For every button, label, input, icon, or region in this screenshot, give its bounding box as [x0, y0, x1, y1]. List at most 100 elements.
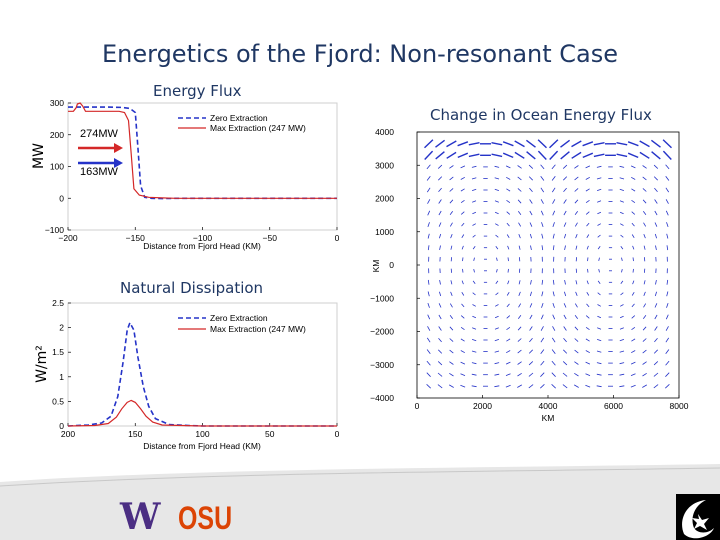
flux-vector	[643, 280, 646, 285]
energy-flux-xtick-label: −200	[58, 233, 77, 243]
flux-vector	[596, 165, 602, 168]
flux-vector	[551, 384, 556, 389]
flux-vector	[574, 326, 579, 331]
flux-vector	[437, 164, 443, 169]
flux-vector	[506, 199, 511, 204]
flux-vector	[448, 384, 454, 388]
flux-vector	[449, 361, 454, 365]
flux-vector	[551, 360, 556, 366]
dissipation-legend: Zero Extraction Max Extraction (247 MW)	[178, 313, 306, 334]
flux-vector	[666, 291, 669, 297]
ocean-flux-xlabel: KM	[542, 413, 555, 423]
flux-vector	[585, 326, 590, 331]
flux-vector	[642, 176, 647, 181]
flux-vector	[437, 372, 443, 377]
flux-vector	[662, 150, 672, 160]
dissipation-ytick-label: 0	[59, 421, 64, 431]
flux-vector	[502, 141, 514, 147]
flux-vector	[427, 314, 431, 320]
flux-vector	[585, 361, 591, 365]
flux-vector	[596, 385, 602, 388]
flux-vector	[585, 165, 591, 169]
flux-vector	[494, 315, 499, 319]
flux-vector	[506, 176, 511, 180]
energy-flux-ytick-label: 100	[50, 162, 64, 172]
flux-vector	[460, 176, 465, 180]
energy-flux-ytick-label: 200	[50, 130, 64, 140]
flux-vector	[471, 177, 477, 180]
flux-vector	[472, 304, 476, 307]
flux-vector	[494, 188, 500, 191]
flux-vector	[552, 210, 556, 216]
energy-flux-title: Energy Flux	[153, 82, 242, 100]
flux-vector	[426, 164, 431, 170]
flux-vector	[518, 222, 522, 227]
flux-vector	[593, 142, 605, 146]
flux-vector	[643, 291, 646, 296]
flux-vector	[517, 199, 522, 204]
flux-vector	[529, 187, 533, 193]
flux-vector	[631, 188, 636, 192]
ocean-flux-ytick-label: −2000	[370, 327, 394, 337]
flux-vector	[639, 151, 650, 159]
flux-vector	[427, 199, 431, 204]
flux-vector	[472, 200, 477, 203]
ocean-flux-xtick-label: 0	[415, 401, 420, 411]
flux-vector	[582, 141, 594, 147]
ocean-flux-ytick-label: 2000	[375, 194, 394, 204]
flux-vector	[655, 280, 657, 285]
flux-vector	[632, 245, 635, 250]
flux-vector	[642, 384, 648, 388]
flux-vector	[654, 222, 658, 227]
flux-vector	[438, 187, 442, 193]
flux-vector	[619, 200, 624, 203]
flux-vector	[460, 350, 465, 354]
energy-flux-ytick-label: 0	[59, 193, 64, 203]
dissipation-ytick-label: 2.5	[52, 298, 64, 308]
footer-band	[0, 464, 720, 540]
flux-vector	[631, 199, 636, 204]
flux-vector	[437, 384, 443, 389]
flux-vector	[494, 327, 499, 330]
seal-icon	[682, 500, 714, 539]
energy-flux-series-max-extraction	[68, 102, 337, 199]
flux-vector	[575, 291, 578, 296]
flux-vector	[665, 164, 670, 170]
dissipation-title: Natural Dissipation	[120, 279, 264, 297]
flux-vector	[552, 291, 555, 297]
flux-vector	[620, 292, 624, 296]
flux-vector	[666, 279, 669, 285]
flux-vector	[666, 222, 669, 228]
flux-vector	[574, 314, 579, 319]
flux-vector	[643, 303, 647, 308]
flux-vector	[460, 326, 465, 331]
flux-vector	[585, 373, 591, 376]
flux-vector	[632, 280, 635, 285]
flux-vector	[506, 326, 511, 331]
flux-vector	[518, 245, 521, 250]
flux-vector	[632, 268, 634, 273]
flux-vector	[574, 199, 579, 204]
flux-vector	[631, 338, 636, 342]
flux-vector	[620, 280, 624, 284]
energy-flux-ytick-label: 300	[50, 98, 64, 108]
dissipation-xtick-label: 0	[335, 429, 340, 439]
flux-vector	[596, 350, 602, 353]
flux-vector	[540, 164, 545, 170]
ocean-flux-plot: −4000 −3000 −2000 −1000 0 1000 2000 3000 4000 0 20…	[370, 127, 689, 423]
flux-vector	[653, 164, 659, 169]
flux-vector	[619, 315, 624, 319]
flux-vector	[505, 361, 511, 365]
flux-vector	[537, 139, 547, 149]
flux-vector	[619, 339, 625, 342]
flux-vector	[472, 327, 477, 330]
flux-vector	[517, 165, 522, 169]
flux-vector	[517, 372, 522, 377]
flux-vector	[552, 222, 555, 228]
flux-vector	[642, 338, 647, 342]
flux-vector	[654, 326, 658, 331]
flux-vector	[616, 142, 628, 146]
flux-vector	[552, 326, 556, 331]
flux-vector	[426, 384, 431, 389]
flux-vector	[651, 151, 661, 160]
